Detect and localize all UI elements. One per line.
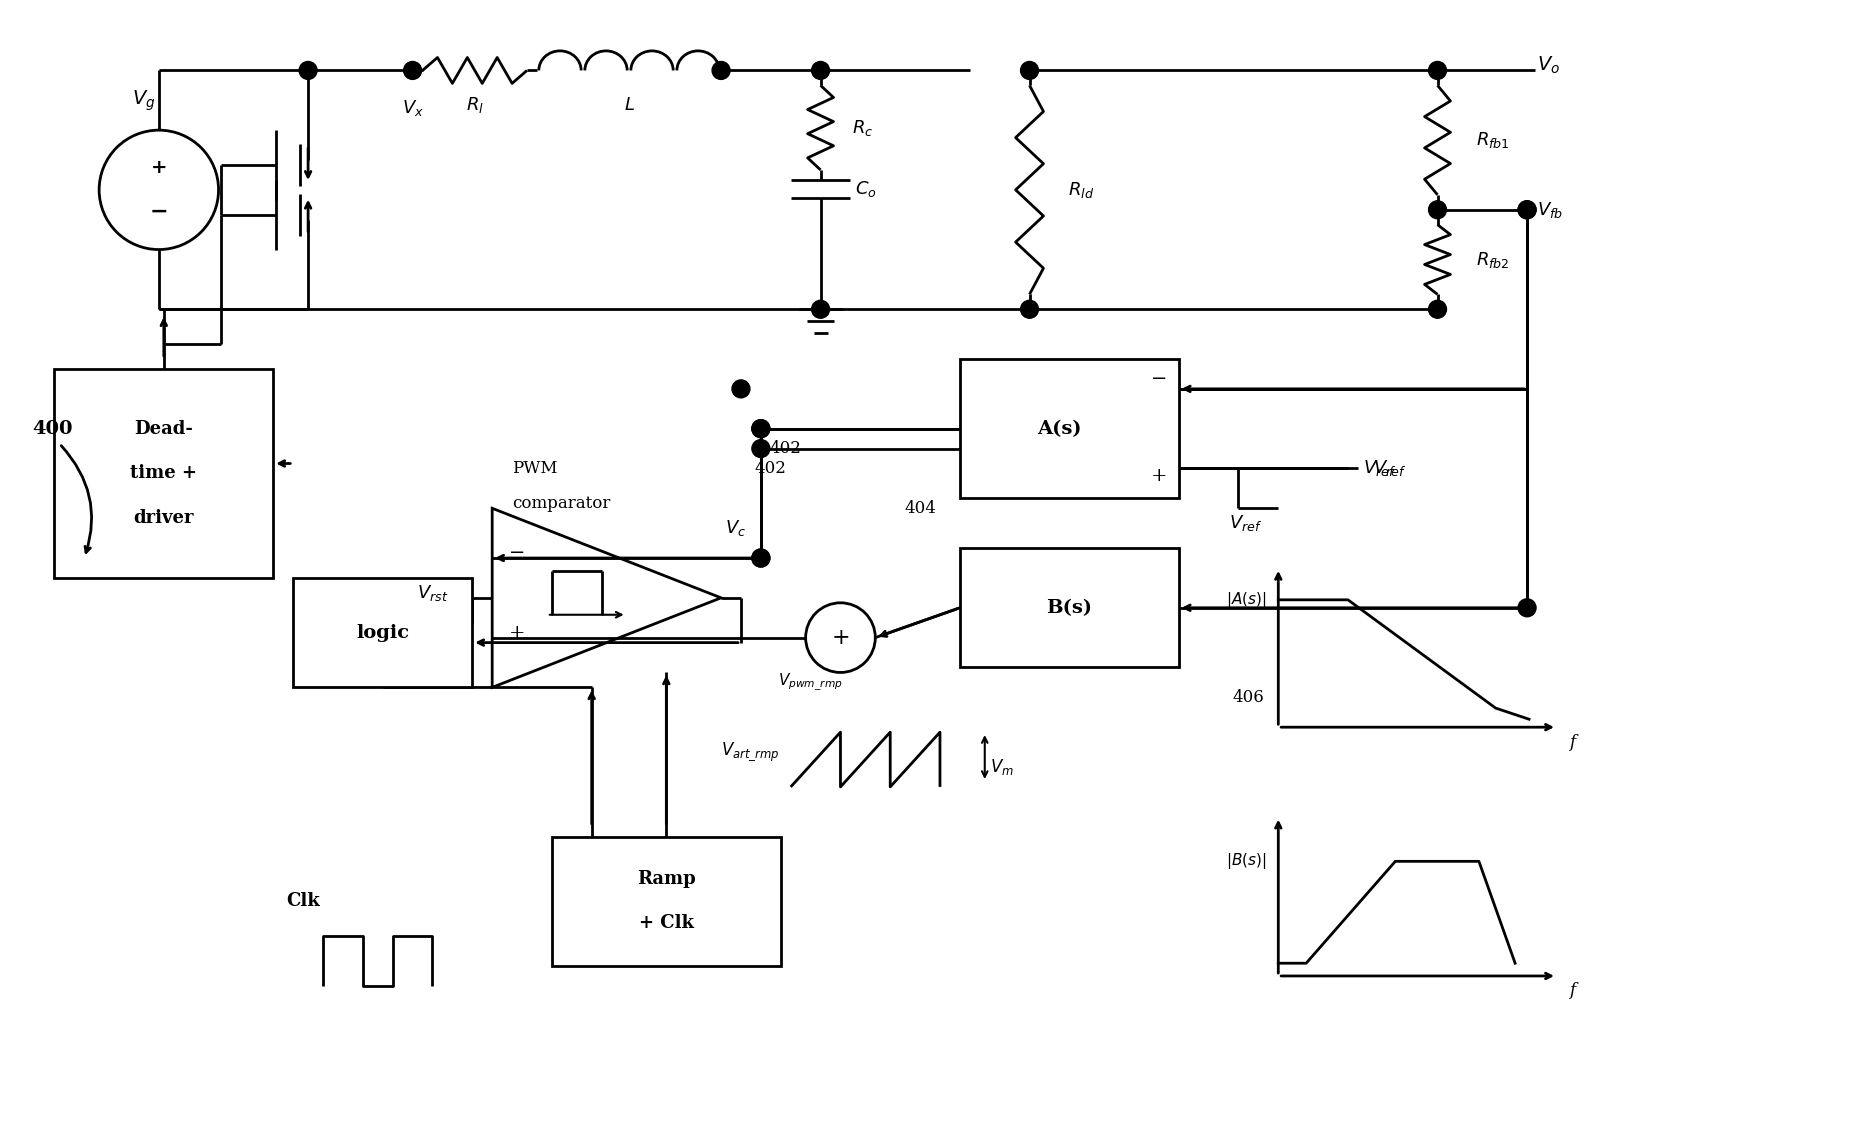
- Text: +: +: [509, 624, 525, 642]
- Circle shape: [752, 549, 770, 567]
- Text: $R_{fb2}$: $R_{fb2}$: [1477, 249, 1511, 270]
- Text: $R_{fb1}$: $R_{fb1}$: [1475, 130, 1511, 150]
- Text: $|B(s)|$: $|B(s)|$: [1227, 852, 1266, 871]
- Text: $V_{fb}$: $V_{fb}$: [1537, 200, 1563, 220]
- Text: $R_{ld}$: $R_{ld}$: [1068, 179, 1094, 200]
- Circle shape: [404, 62, 421, 79]
- Circle shape: [1518, 201, 1535, 219]
- Text: $V_g$: $V_g$: [133, 88, 155, 113]
- Text: $V_{rst}$: $V_{rst}$: [417, 583, 449, 602]
- Circle shape: [1518, 201, 1535, 219]
- Text: $C_o$: $C_o$: [855, 179, 877, 199]
- Text: $V_x$: $V_x$: [402, 98, 423, 118]
- Text: $V_{pwm\_rmp}$: $V_{pwm\_rmp}$: [778, 672, 843, 693]
- Text: −: −: [509, 544, 525, 562]
- Circle shape: [1518, 599, 1535, 617]
- Circle shape: [299, 62, 318, 79]
- Circle shape: [752, 440, 770, 458]
- Text: 402: 402: [770, 440, 802, 457]
- Text: 400: 400: [32, 420, 73, 438]
- Bar: [54, 369, 273, 578]
- Text: + Clk: + Clk: [640, 914, 694, 932]
- Circle shape: [1021, 62, 1038, 79]
- Text: $R_l$: $R_l$: [466, 95, 484, 115]
- Circle shape: [812, 300, 830, 318]
- Text: $V_m$: $V_m$: [989, 757, 1014, 777]
- Circle shape: [1429, 300, 1447, 318]
- Text: +: +: [1150, 467, 1167, 485]
- Text: −: −: [1150, 370, 1167, 388]
- Text: $V_o$: $V_o$: [1537, 55, 1560, 76]
- Text: driver: driver: [133, 509, 194, 527]
- Circle shape: [812, 62, 830, 79]
- Text: 406: 406: [1232, 689, 1264, 706]
- Text: $V_{ref}$: $V_{ref}$: [1229, 513, 1262, 534]
- Text: $V_c$: $V_c$: [726, 518, 746, 538]
- Text: f: f: [1569, 733, 1575, 750]
- Text: $V_{art\_rmp}$: $V_{art\_rmp}$: [722, 741, 780, 764]
- Bar: [959, 548, 1178, 668]
- Circle shape: [752, 549, 770, 567]
- Text: f: f: [1569, 982, 1575, 999]
- Text: $|A(s)|$: $|A(s)|$: [1227, 590, 1266, 610]
- Text: time +: time +: [131, 465, 198, 483]
- Circle shape: [712, 62, 729, 79]
- Circle shape: [731, 380, 750, 398]
- Circle shape: [1429, 201, 1447, 219]
- Text: comparator: comparator: [512, 495, 610, 512]
- Text: +: +: [830, 627, 849, 649]
- Text: 404: 404: [903, 500, 937, 517]
- Circle shape: [752, 420, 770, 438]
- Circle shape: [752, 420, 770, 438]
- Text: $V_{ref}$: $V_{ref}$: [1363, 458, 1397, 478]
- Text: Dead-: Dead-: [135, 420, 193, 438]
- Circle shape: [1021, 300, 1038, 318]
- Circle shape: [1429, 62, 1447, 79]
- Text: PWM: PWM: [512, 460, 557, 477]
- Text: B(s): B(s): [1047, 599, 1092, 617]
- Text: Ramp: Ramp: [638, 871, 696, 889]
- Text: $R_c$: $R_c$: [851, 117, 873, 138]
- Text: Clk: Clk: [286, 892, 320, 910]
- Bar: [552, 837, 782, 966]
- Bar: [294, 578, 473, 687]
- Text: logic: logic: [355, 624, 410, 642]
- Text: $V_{ref}$: $V_{ref}$: [1373, 458, 1406, 478]
- Text: $L$: $L$: [623, 96, 634, 114]
- Text: +: +: [151, 159, 166, 177]
- Bar: [959, 359, 1178, 499]
- Text: 402: 402: [755, 460, 787, 477]
- Text: A(s): A(s): [1038, 420, 1081, 438]
- Text: −: −: [150, 201, 168, 222]
